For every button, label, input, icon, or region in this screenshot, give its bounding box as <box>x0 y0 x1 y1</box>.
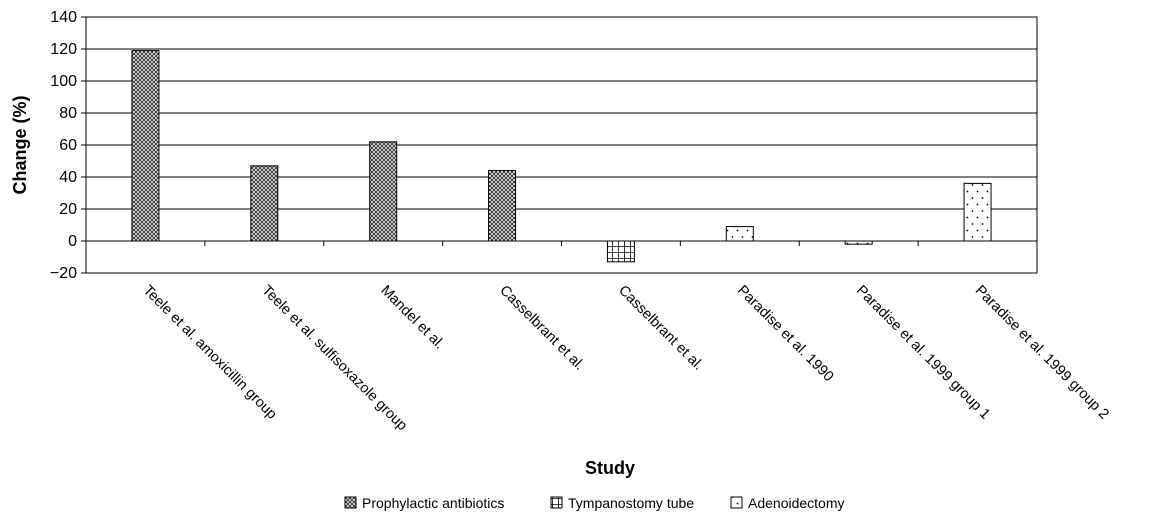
x-tick-label: Teele et al. amoxicillin group <box>140 283 280 423</box>
bar <box>488 170 517 242</box>
y-tick-label: 60 <box>59 137 77 154</box>
x-tick-label: Paradise et al. 1999 group 1 <box>853 283 993 423</box>
bar <box>963 182 992 242</box>
x-tick-label: Casselbrant et al. <box>615 283 706 374</box>
legend-swatch <box>730 496 743 509</box>
y-tick-label: 80 <box>59 105 77 122</box>
legend-swatch <box>344 496 357 509</box>
x-axis-title: Study <box>585 458 635 478</box>
bar <box>725 226 754 242</box>
x-tick-label: Casselbrant et al. <box>496 283 587 374</box>
bar <box>606 240 635 263</box>
x-tick-label: Paradise et al. 1990 <box>734 283 837 386</box>
y-tick-label: −20 <box>50 265 77 282</box>
legend-label: Prophylactic antibiotics <box>362 495 504 511</box>
x-tick-label: Mandel et al. <box>377 283 447 353</box>
x-tick-label: Paradise et al. 1999 group 2 <box>972 283 1112 423</box>
y-tick-label: 0 <box>68 233 77 250</box>
y-tick-label: 120 <box>50 41 77 58</box>
bar <box>131 50 160 242</box>
y-tick-label: 40 <box>59 169 77 186</box>
bar <box>250 165 279 242</box>
bar <box>369 141 398 242</box>
bar <box>844 240 873 245</box>
y-axis-title: Change (%) <box>10 95 30 194</box>
legend-label: Adenoidectomy <box>748 495 845 511</box>
y-tick-label: 20 <box>59 201 77 218</box>
x-tick-label: Teele et al. sulfisoxazole group <box>258 283 410 435</box>
legend-label: Tympanostomy tube <box>568 495 694 511</box>
legend-swatch <box>550 496 563 509</box>
legend: Prophylactic antibiotics Tympanostomy tub… <box>344 495 845 511</box>
y-tick-label: 140 <box>50 9 77 26</box>
y-tick-label: 100 <box>50 73 77 90</box>
